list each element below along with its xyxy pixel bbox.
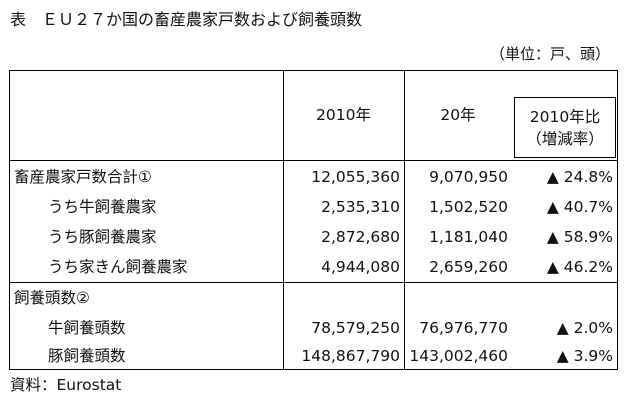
value-change: ▲ 2.0% <box>556 319 613 337</box>
value-2020: 9,070,950 <box>429 168 508 186</box>
row-label: 飼養頭数② <box>14 289 90 307</box>
value-change: ▲ 3.9% <box>556 347 613 365</box>
value-change: ▲ 46.2% <box>546 258 613 276</box>
value-2010: 78,579,250 <box>311 319 400 337</box>
header-change-sublabel: （増減率） <box>526 129 604 148</box>
value-2010 <box>283 283 404 313</box>
table-row: うち牛飼養農家 2,535,310 1,502,520 ▲ 40.7% <box>10 192 617 222</box>
section-divider <box>10 282 617 283</box>
value-2020: 143,002,460 <box>409 347 508 365</box>
value-2020: 2,659,260 <box>429 258 508 276</box>
table-row: 畜産農家戸数合計① 12,055,360 9,070,950 ▲ 24.8% <box>10 162 617 192</box>
header-row: 2010年 20年 <box>10 101 617 129</box>
row-label: 豚飼養頭数 <box>48 347 126 365</box>
header-change-label: 2010年比 <box>529 107 601 126</box>
value-2020: 1,502,520 <box>429 198 508 216</box>
header-change-box: 2010年比 （増減率） <box>514 97 616 158</box>
value-2010: 4,944,080 <box>321 258 400 276</box>
value-2020 <box>404 283 512 313</box>
row-label: うち豚飼養農家 <box>48 228 157 246</box>
row-label: うち家きん飼養農家 <box>48 258 188 276</box>
header-2010: 2010年 <box>316 106 371 124</box>
table-title: 表 ＥＵ２７か国の畜産農家戸数および飼養頭数 <box>10 10 363 29</box>
source-note: 資料：Eurostat <box>10 376 122 394</box>
table-row: 豚飼養頭数 148,867,790 143,002,460 ▲ 3.9% <box>10 341 617 371</box>
value-change: ▲ 58.9% <box>546 228 613 246</box>
table-row: うち家きん飼養農家 4,944,080 2,659,260 ▲ 46.2% <box>10 252 617 282</box>
column-divider <box>404 71 405 369</box>
column-divider <box>283 71 284 369</box>
row-label: 畜産農家戸数合計① <box>14 168 152 186</box>
table-row: 飼養頭数② <box>10 283 617 313</box>
unit-note: （単位：戸、頭） <box>489 45 610 63</box>
value-change: ▲ 40.7% <box>546 198 613 216</box>
table-row: うち豚飼養農家 2,872,680 1,181,040 ▲ 58.9% <box>10 222 617 252</box>
table-row: 牛飼養頭数 78,579,250 76,976,770 ▲ 2.0% <box>10 313 617 343</box>
value-2010: 148,867,790 <box>301 347 400 365</box>
value-change <box>512 283 619 313</box>
value-2010: 12,055,360 <box>311 168 400 186</box>
value-2010: 2,535,310 <box>321 198 400 216</box>
value-2020: 1,181,040 <box>429 228 508 246</box>
row-label: うち牛飼養農家 <box>48 198 157 216</box>
row-label: 牛飼養頭数 <box>48 319 126 337</box>
header-2020: 20年 <box>440 106 476 124</box>
data-table: 2010年 20年 2010年比 （増減率） 畜産農家戸数合計① 12,055,… <box>9 70 618 370</box>
value-change: ▲ 24.8% <box>546 168 613 186</box>
value-2010: 2,872,680 <box>321 228 400 246</box>
header-divider <box>10 160 617 161</box>
value-2020: 76,976,770 <box>419 319 508 337</box>
